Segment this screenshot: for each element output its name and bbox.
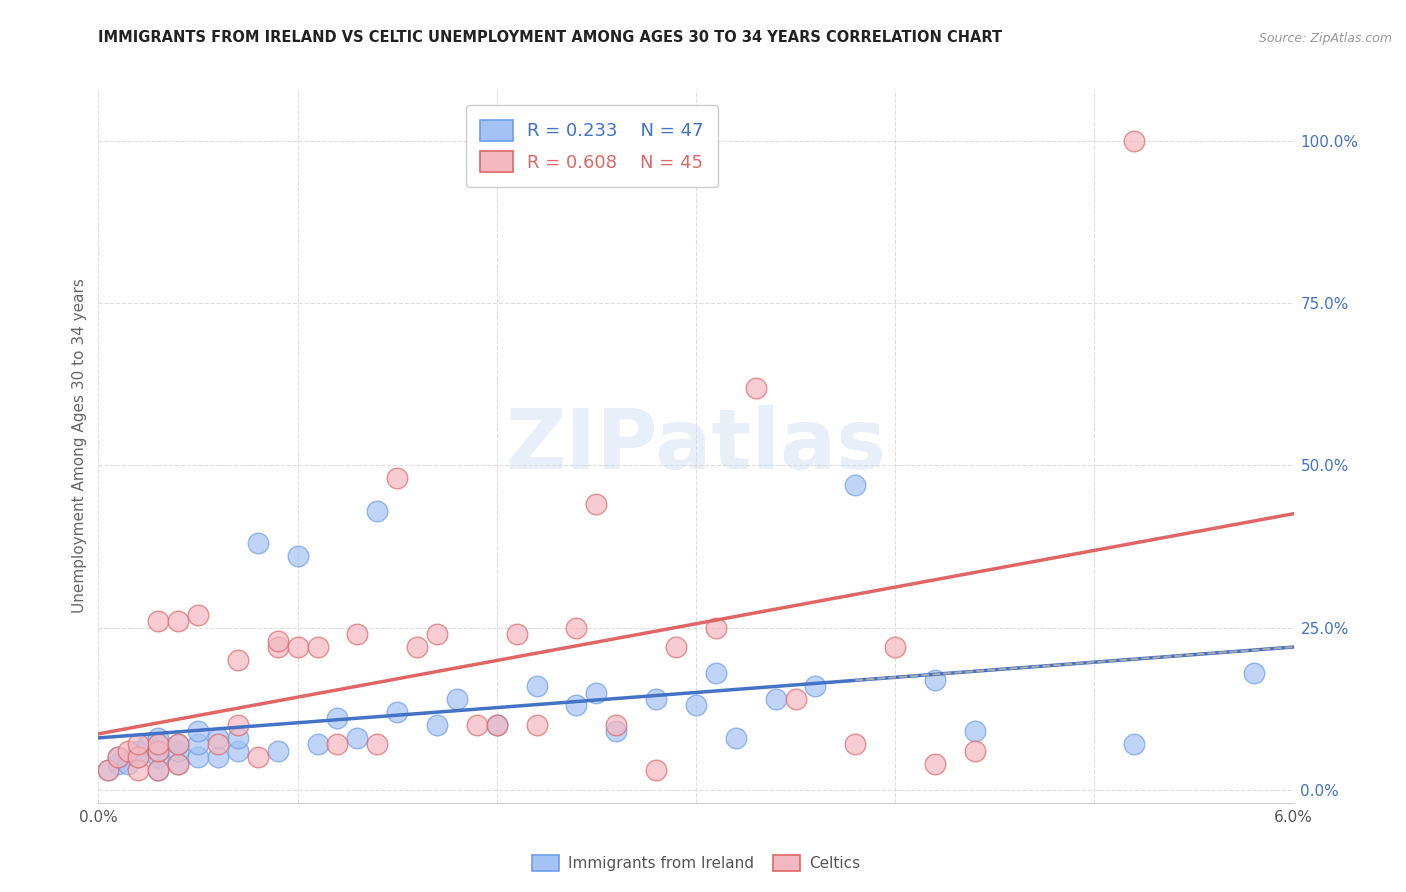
Point [97, 764, 120, 778]
Point [117, 744, 139, 758]
Point [187, 750, 209, 764]
Point [526, 718, 548, 732]
Point [785, 692, 807, 706]
Point [148, 744, 170, 758]
Point [167, 744, 190, 758]
Text: ZIPatlas: ZIPatlas [506, 406, 886, 486]
Point [605, 718, 627, 732]
Point [565, 621, 588, 635]
Point [97, 764, 120, 778]
Point [884, 640, 907, 654]
Point [645, 692, 668, 706]
Point [1123, 134, 1146, 148]
Point [485, 718, 508, 732]
Point [685, 698, 707, 713]
Legend: Immigrants from Ireland, Celtics: Immigrants from Ireland, Celtics [526, 849, 866, 877]
Point [704, 621, 727, 635]
Point [207, 731, 229, 745]
Point [307, 738, 329, 752]
Point [267, 640, 290, 654]
Point [526, 679, 548, 693]
Point [963, 744, 986, 758]
Point [724, 731, 747, 745]
Point [167, 614, 190, 628]
Point [127, 750, 149, 764]
Point [267, 633, 290, 648]
Point [267, 744, 290, 758]
Point [148, 731, 170, 745]
Point [107, 750, 129, 764]
Point [485, 718, 508, 732]
Point [426, 627, 449, 641]
Point [246, 536, 269, 550]
Point [148, 764, 170, 778]
Point [585, 685, 607, 699]
Point [844, 478, 866, 492]
Point [307, 640, 329, 654]
Point [326, 738, 349, 752]
Point [506, 627, 529, 641]
Point [246, 750, 269, 764]
Point [107, 756, 129, 771]
Point [1243, 666, 1265, 681]
Point [385, 705, 409, 719]
Point [127, 738, 149, 752]
Point [1123, 738, 1146, 752]
Point [148, 744, 170, 758]
Point [127, 764, 149, 778]
Point [148, 738, 170, 752]
Point [187, 724, 209, 739]
Point [148, 750, 170, 764]
Point [844, 738, 866, 752]
Point [117, 756, 139, 771]
Point [136, 738, 159, 752]
Point [127, 750, 149, 764]
Point [446, 692, 468, 706]
Point [107, 750, 129, 764]
Point [167, 756, 190, 771]
Point [167, 738, 190, 752]
Point [187, 607, 209, 622]
Point [426, 718, 449, 732]
Point [287, 549, 309, 564]
Text: IMMIGRANTS FROM IRELAND VS CELTIC UNEMPLOYMENT AMONG AGES 30 TO 34 YEARS CORRELA: IMMIGRANTS FROM IRELAND VS CELTIC UNEMPL… [98, 29, 1002, 45]
Point [207, 738, 229, 752]
Point [585, 497, 607, 511]
Point [287, 640, 309, 654]
Y-axis label: Unemployment Among Ages 30 to 34 years: Unemployment Among Ages 30 to 34 years [72, 278, 87, 614]
Point [226, 731, 249, 745]
Point [924, 673, 946, 687]
Point [366, 738, 388, 752]
Point [226, 718, 249, 732]
Point [167, 738, 190, 752]
Point [226, 744, 249, 758]
Point [665, 640, 688, 654]
Point [207, 750, 229, 764]
Point [565, 698, 588, 713]
Point [226, 653, 249, 667]
Point [148, 764, 170, 778]
Point [645, 764, 668, 778]
Point [187, 738, 209, 752]
Point [346, 731, 368, 745]
Point [804, 679, 827, 693]
Point [366, 504, 388, 518]
Point [924, 756, 946, 771]
Point [605, 724, 627, 739]
Point [385, 471, 409, 485]
Point [963, 724, 986, 739]
Point [765, 692, 787, 706]
Point [326, 711, 349, 725]
Point [704, 666, 727, 681]
Point [465, 718, 488, 732]
Point [167, 756, 190, 771]
Point [745, 381, 768, 395]
Text: Source: ZipAtlas.com: Source: ZipAtlas.com [1258, 31, 1392, 45]
Point [127, 744, 149, 758]
Point [346, 627, 368, 641]
Point [406, 640, 429, 654]
Point [148, 614, 170, 628]
